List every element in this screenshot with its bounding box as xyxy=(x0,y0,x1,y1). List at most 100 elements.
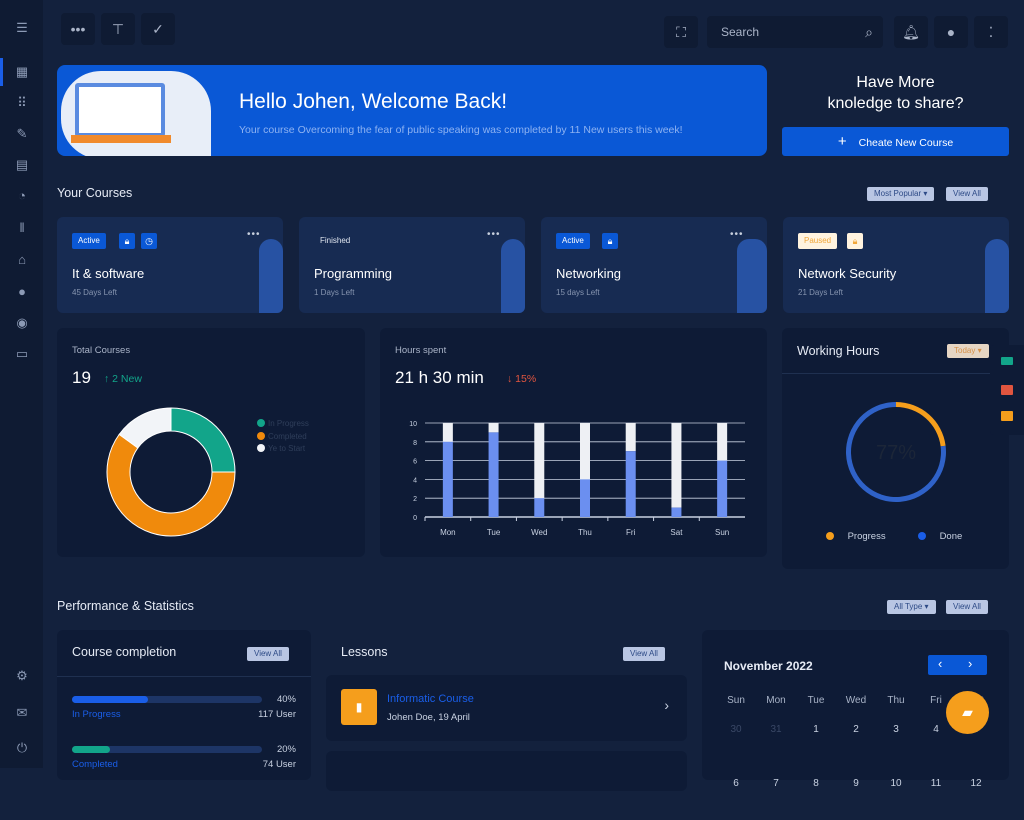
working-hours-title: Working Hours xyxy=(797,344,880,358)
prev-month-button[interactable]: ‹ xyxy=(938,656,943,671)
status-badge: Active xyxy=(556,233,590,249)
status-badge: Active xyxy=(72,233,106,249)
bar-remainder xyxy=(442,423,453,442)
lesson-item[interactable] xyxy=(326,751,687,791)
weekday-label: Sun xyxy=(727,694,745,706)
calendar-day[interactable]: 12 xyxy=(970,778,982,789)
sliders-icon: ⁚ xyxy=(988,24,994,40)
calendar-day[interactable]: 3 xyxy=(893,724,899,735)
settings-icon[interactable]: ⚙ xyxy=(16,668,28,683)
calendar-nav: ‹ › xyxy=(928,655,987,675)
fullscreen-icon: ⛶ xyxy=(676,24,686,40)
calendar-day[interactable]: 6 xyxy=(733,778,739,789)
support-icon[interactable]: ◉ xyxy=(16,315,28,330)
bar xyxy=(488,432,499,517)
folder-icon[interactable] xyxy=(1001,411,1013,421)
document-icon[interactable]: ▤ xyxy=(15,157,29,172)
course-card[interactable]: Paused 🔒︎ Network Security 21 Days Left xyxy=(783,217,1009,313)
change-text: 15% xyxy=(515,373,537,385)
next-month-button[interactable]: › xyxy=(968,656,973,671)
hours-value: 21 h 30 min xyxy=(395,368,484,387)
course-title: Programming xyxy=(314,266,393,281)
search-input[interactable]: Search ⌕ xyxy=(707,16,883,48)
lesson-item[interactable]: ▮ Informatic Course Johen Doe, 19 April … xyxy=(326,675,687,741)
clipboard-icon: ✓ xyxy=(152,21,164,37)
lessons-view-all-button[interactable]: View All xyxy=(623,647,665,661)
status-badge: Finished xyxy=(320,236,351,245)
course-card[interactable]: Active 🔒︎ ◷ ••• It & software 45 Days Le… xyxy=(57,217,283,313)
profile-button[interactable]: ● xyxy=(934,16,968,48)
filter-label: Today xyxy=(954,346,976,355)
library-icon[interactable]: ‖ xyxy=(19,220,25,235)
courses-view-all-button[interactable]: View All xyxy=(946,187,988,201)
mail-icon[interactable]: ✉ xyxy=(16,705,28,720)
weekday-label: Fri xyxy=(930,694,942,706)
image-icon[interactable] xyxy=(1001,385,1013,395)
settings-toggle-button[interactable]: ⁚ xyxy=(974,16,1008,48)
calendar-day[interactable]: 4 xyxy=(933,724,939,735)
chat-fab-button[interactable]: ▰ xyxy=(946,691,989,734)
edit-icon[interactable]: ✎ xyxy=(16,126,28,141)
apps-icon[interactable]: ⠿ xyxy=(17,95,27,110)
search-icon[interactable]: ⌕ xyxy=(865,24,873,40)
bar xyxy=(534,498,545,517)
chat-button[interactable]: ••• xyxy=(61,13,95,45)
change-text: 2 New xyxy=(112,373,142,385)
lessons-panel: Lessons View All ▮ Informatic Course Joh… xyxy=(326,630,687,791)
calendar-day[interactable]: 1 xyxy=(813,724,819,735)
lock-icon: 🔒︎ xyxy=(847,233,863,249)
calendar-day[interactable]: 30 xyxy=(730,724,742,735)
lock-icon: 🔒︎ xyxy=(119,233,135,249)
calendar-day[interactable]: 10 xyxy=(890,778,902,789)
most-popular-dropdown[interactable]: Most Popular ▾ xyxy=(867,187,935,201)
bar xyxy=(671,507,682,517)
clipboard-button[interactable]: ✓ xyxy=(141,13,175,45)
progress-bar-fill xyxy=(72,696,148,703)
banner-title: Hello Johen, Welcome Back! xyxy=(239,90,508,113)
today-dropdown[interactable]: Today ▾ xyxy=(947,344,989,358)
working-percent: 77% xyxy=(875,442,917,464)
all-type-dropdown[interactable]: All Type ▾ xyxy=(887,600,936,614)
calendar-day[interactable]: 9 xyxy=(853,778,859,789)
chat-icon: ▰ xyxy=(962,704,973,720)
notifications-button[interactable]: 🔔︎ xyxy=(894,16,928,48)
calendar-day[interactable]: 2 xyxy=(853,724,859,735)
donut-slice xyxy=(118,407,172,449)
user-icon[interactable]: ● xyxy=(18,284,26,299)
legend-dot xyxy=(257,419,265,427)
user-icon: ● xyxy=(946,24,956,40)
working-hours-ring xyxy=(846,402,946,502)
hours-bar-chart: 0 2 4 6 8 10 Mon Tue Wed Thu Fri Sat Sun xyxy=(409,421,745,537)
calendar-day[interactable]: 31 xyxy=(770,724,782,735)
course-card[interactable]: Finished ••• Programming 1 Days Left xyxy=(299,217,525,313)
calendar-day[interactable]: 11 xyxy=(930,778,942,789)
working-hours-card: Working Hours Today ▾ 77% Progress Done xyxy=(782,328,1009,569)
graduate-illustration xyxy=(259,239,283,313)
calendar-day[interactable]: 8 xyxy=(813,778,819,789)
completion-users: 74 User xyxy=(262,759,296,770)
board-button[interactable]: ⊤ xyxy=(101,13,135,45)
pie-chart-icon[interactable]: ◔ xyxy=(18,188,26,203)
more-icon[interactable]: ••• xyxy=(487,229,501,240)
fullscreen-button[interactable]: ⛶ xyxy=(664,16,698,48)
course-card[interactable]: Active 🔒︎ ••• Networking 15 days Left xyxy=(541,217,767,313)
dashboard-icon[interactable]: ▦ xyxy=(15,64,29,79)
more-icon[interactable]: ••• xyxy=(730,229,744,240)
lock-icon: 🔒︎ xyxy=(602,233,618,249)
chevron-right-icon[interactable]: › xyxy=(664,697,669,713)
weekday-label: Tue xyxy=(807,694,825,706)
y-tick-label: 2 xyxy=(413,496,417,503)
chat-icon[interactable]: ▭ xyxy=(15,346,29,361)
completion-view-all-button[interactable]: View All xyxy=(247,647,289,661)
power-icon[interactable]: ⏻ xyxy=(16,740,28,755)
menu-icon[interactable]: ☰ xyxy=(16,20,28,35)
completion-percent: 40% xyxy=(276,694,296,705)
more-icon[interactable]: ••• xyxy=(247,229,261,240)
camera-icon[interactable] xyxy=(1001,357,1013,365)
status-badge: Paused xyxy=(798,233,838,249)
calendar-day[interactable]: 7 xyxy=(773,778,779,789)
basket-icon[interactable]: ⌂ xyxy=(18,252,26,267)
performance-view-all-button[interactable]: View All xyxy=(946,600,988,614)
create-course-button[interactable]: + Cheate New Course xyxy=(782,127,1009,156)
lessons-title: Lessons xyxy=(341,645,388,659)
